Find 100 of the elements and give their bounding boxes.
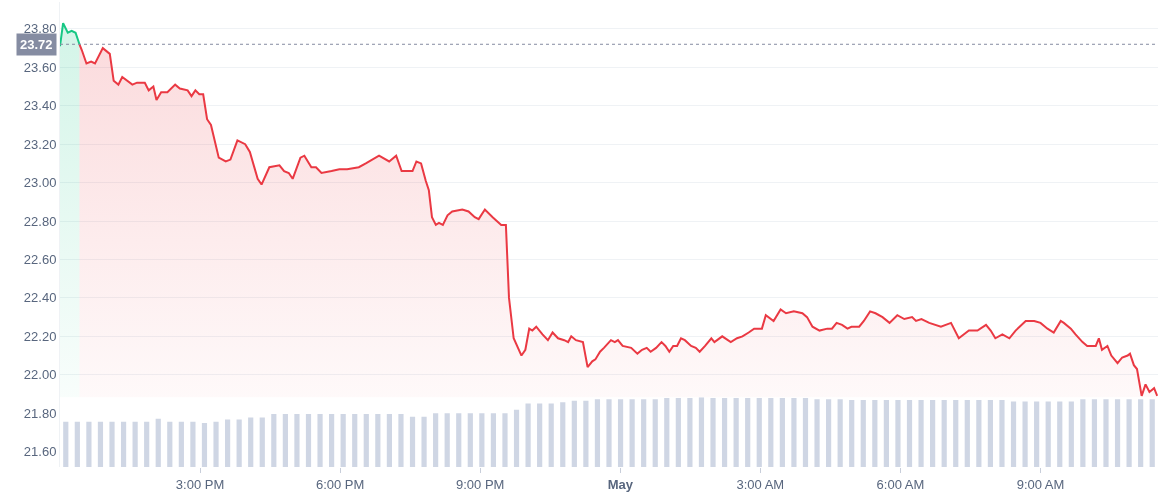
y-tick-label: 21.60: [23, 444, 57, 460]
bar: [86, 421, 92, 467]
bar: [1068, 401, 1074, 467]
bar: [641, 399, 647, 467]
bar: [1091, 399, 1098, 467]
y-tick-label: 21.80: [23, 405, 57, 421]
bar: [375, 413, 381, 467]
bar: [213, 421, 219, 467]
bar: [860, 400, 866, 467]
bar: [120, 421, 127, 467]
bar: [433, 413, 439, 467]
bar: [548, 403, 554, 467]
bar: [502, 413, 508, 467]
x-tick-label: 3:00 AM: [736, 476, 785, 492]
bar: [1114, 399, 1121, 467]
bar: [849, 400, 855, 467]
bar: [201, 423, 208, 467]
bar: [906, 400, 913, 467]
bar: [1045, 401, 1051, 467]
bar: [467, 413, 473, 467]
x-tick-label: 3:00 PM: [175, 476, 225, 492]
bar: [363, 413, 369, 467]
bar: [421, 416, 427, 467]
bar: [329, 413, 335, 467]
y-tick-label: 22.80: [23, 213, 57, 229]
bar: [178, 421, 184, 467]
bar: [768, 397, 774, 467]
bar: [583, 400, 589, 467]
x-tick-label: 6:00 PM: [315, 476, 365, 492]
bar: [652, 399, 658, 467]
y-tick-label: 23.60: [23, 59, 57, 75]
bar: [1057, 401, 1063, 467]
ref-line-label: 23.72: [20, 37, 53, 52]
bar: [340, 413, 346, 467]
bar: [826, 399, 832, 467]
bar: [63, 421, 69, 467]
y-tick-label: 23.20: [23, 136, 57, 152]
y-tick-label: 22.40: [23, 290, 57, 306]
bar: [1126, 399, 1132, 467]
x-tick-label: 6:00 AM: [876, 476, 925, 492]
y-tick-label: 23.00: [23, 175, 57, 191]
bar: [282, 413, 288, 467]
bar: [964, 400, 970, 467]
bar: [698, 397, 705, 467]
bar: [1010, 401, 1017, 467]
bar: [167, 421, 173, 467]
bar: [987, 400, 994, 467]
y-tick-label: 22.00: [23, 367, 57, 383]
bar: [444, 413, 450, 467]
x-tick-label: May: [607, 476, 634, 492]
bar: [675, 397, 681, 467]
bar: [294, 413, 300, 467]
bar: [802, 397, 809, 467]
bar: [687, 397, 693, 467]
bar: [525, 403, 531, 467]
bar: [745, 397, 751, 467]
bar: [155, 418, 161, 467]
bar: [317, 413, 323, 467]
bar: [872, 400, 878, 467]
bar: [259, 417, 265, 467]
bar: [883, 400, 889, 467]
y-tick-label: 23.40: [23, 98, 57, 114]
bar: [1022, 401, 1028, 467]
bar: [976, 400, 982, 467]
bar: [560, 402, 566, 467]
bar: [918, 400, 924, 467]
bar: [224, 419, 231, 467]
bar: [398, 413, 404, 467]
bar: [248, 417, 254, 467]
bar: [837, 399, 843, 467]
bar: [456, 413, 462, 467]
bar: [97, 421, 104, 467]
bar: [594, 399, 601, 467]
bar: [999, 400, 1005, 467]
bar: [490, 413, 497, 467]
x-tick-label: 9:00 AM: [1016, 476, 1065, 492]
bar: [721, 397, 728, 467]
bar: [190, 421, 196, 467]
bar: [629, 399, 635, 467]
bar: [791, 397, 797, 467]
bar: [386, 413, 392, 467]
bar: [779, 397, 785, 467]
bar: [305, 413, 312, 467]
bar: [513, 409, 520, 467]
bar: [409, 416, 416, 467]
bar: [352, 413, 358, 467]
y-tick-label: 22.20: [23, 328, 57, 344]
bar: [941, 400, 947, 467]
bar: [930, 400, 936, 467]
bar: [571, 400, 577, 467]
y-tick-label: 23.80: [23, 21, 57, 37]
y-tick-label: 22.60: [23, 252, 57, 268]
bar: [664, 397, 670, 467]
bar: [606, 399, 612, 467]
bar: [144, 421, 150, 467]
bar: [132, 421, 138, 467]
bar: [1138, 399, 1144, 467]
bar: [109, 421, 115, 467]
bar: [953, 400, 959, 467]
bar: [814, 399, 820, 467]
